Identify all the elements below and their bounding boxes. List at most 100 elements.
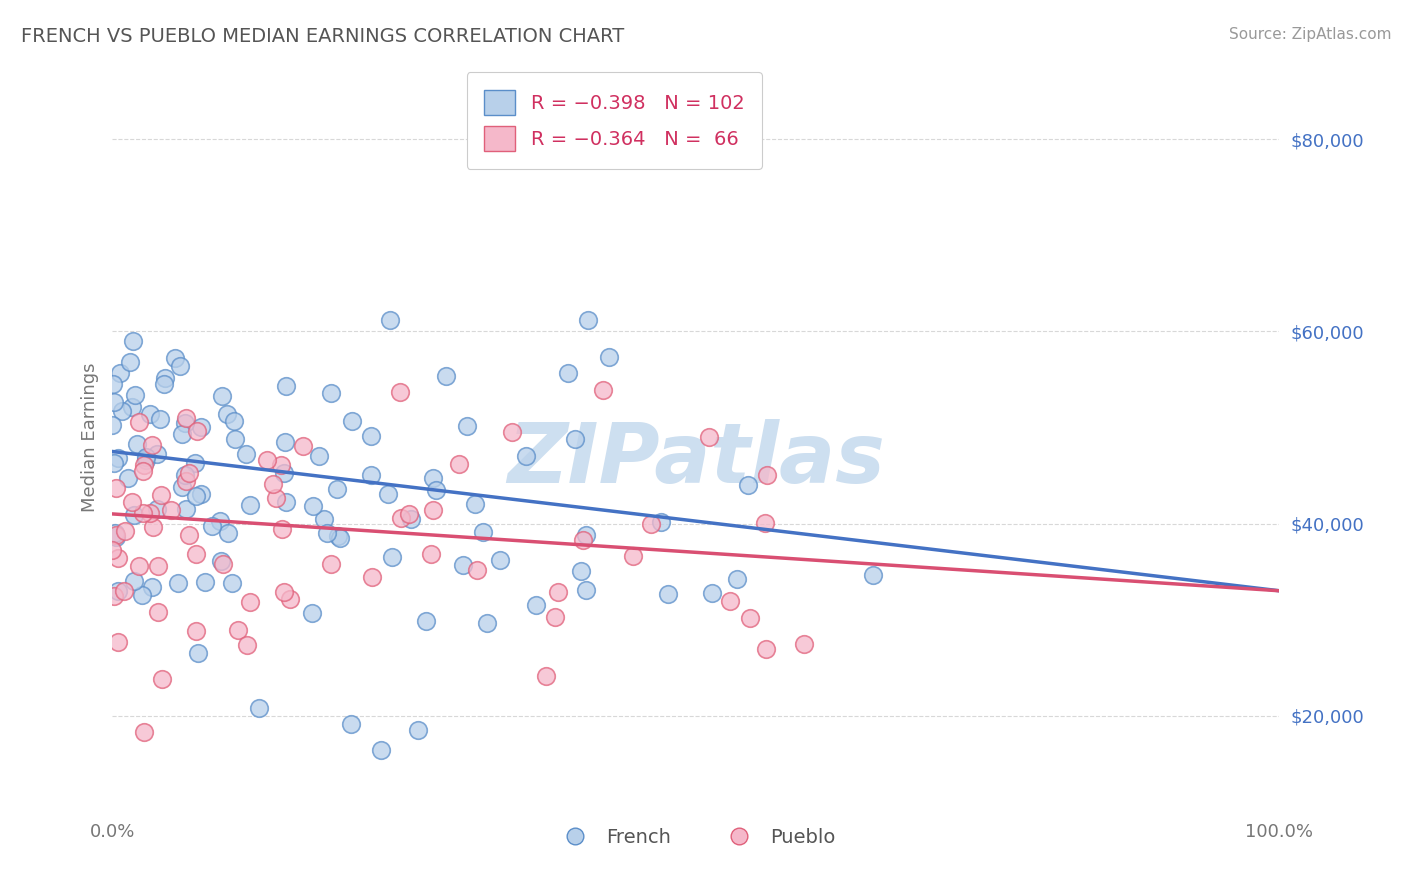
- Point: [862, 567, 884, 582]
- Point: [107, 634, 129, 648]
- Point: [141, 438, 163, 452]
- Point: [271, 522, 294, 536]
- Point: [190, 487, 212, 501]
- Point: [301, 607, 323, 621]
- Point: [247, 700, 270, 714]
- Point: [169, 359, 191, 374]
- Point: [124, 388, 146, 402]
- Point: [725, 572, 748, 586]
- Point: [239, 595, 262, 609]
- Point: [221, 575, 243, 590]
- Point: [105, 528, 128, 542]
- Point: [132, 506, 155, 520]
- Point: [456, 418, 478, 433]
- Point: [377, 486, 399, 500]
- Point: [326, 529, 349, 543]
- Point: [501, 425, 523, 440]
- Point: [212, 557, 235, 571]
- Point: [103, 395, 125, 409]
- Point: [576, 312, 599, 326]
- Point: [105, 481, 128, 495]
- Point: [111, 404, 134, 418]
- Point: [139, 407, 162, 421]
- Text: Source: ZipAtlas.com: Source: ZipAtlas.com: [1229, 27, 1392, 42]
- Point: [434, 368, 457, 383]
- Point: [101, 417, 124, 432]
- Point: [120, 355, 142, 369]
- Point: [148, 558, 170, 573]
- Point: [321, 557, 343, 571]
- Point: [422, 471, 444, 485]
- Point: [226, 623, 249, 637]
- Point: [135, 452, 157, 467]
- Point: [388, 384, 411, 399]
- Point: [273, 585, 295, 599]
- Point: [134, 725, 156, 739]
- Point: [149, 412, 172, 426]
- Legend: French, Pueblo: French, Pueblo: [548, 820, 844, 855]
- Point: [170, 427, 193, 442]
- Point: [621, 549, 644, 564]
- Text: FRENCH VS PUEBLO MEDIAN EARNINGS CORRELATION CHART: FRENCH VS PUEBLO MEDIAN EARNINGS CORRELA…: [21, 27, 624, 45]
- Point: [464, 497, 486, 511]
- Point: [292, 439, 315, 453]
- Text: ZIPatlas: ZIPatlas: [508, 419, 884, 500]
- Point: [107, 584, 129, 599]
- Point: [222, 414, 245, 428]
- Point: [425, 483, 447, 497]
- Point: [117, 471, 139, 485]
- Point: [107, 551, 129, 566]
- Point: [264, 491, 287, 505]
- Point: [273, 467, 295, 481]
- Point: [101, 542, 124, 557]
- Point: [740, 611, 762, 625]
- Point: [177, 467, 200, 481]
- Point: [101, 376, 124, 391]
- Point: [173, 468, 195, 483]
- Point: [575, 582, 598, 597]
- Point: [718, 594, 741, 608]
- Point: [406, 723, 429, 737]
- Point: [515, 449, 537, 463]
- Point: [793, 637, 815, 651]
- Point: [122, 334, 145, 348]
- Point: [398, 507, 420, 521]
- Point: [141, 581, 163, 595]
- Point: [215, 408, 238, 422]
- Point: [314, 512, 336, 526]
- Point: [361, 570, 384, 584]
- Point: [415, 614, 437, 628]
- Point: [422, 502, 444, 516]
- Point: [122, 574, 145, 588]
- Point: [173, 416, 195, 430]
- Point: [104, 526, 127, 541]
- Point: [316, 525, 339, 540]
- Point: [575, 528, 598, 542]
- Point: [650, 515, 672, 529]
- Point: [471, 524, 494, 539]
- Point: [239, 498, 262, 512]
- Point: [224, 432, 246, 446]
- Point: [159, 502, 181, 516]
- Point: [640, 516, 662, 531]
- Point: [699, 429, 721, 443]
- Point: [564, 432, 586, 446]
- Point: [572, 533, 595, 547]
- Point: [737, 478, 759, 492]
- Point: [262, 477, 284, 491]
- Point: [112, 583, 135, 598]
- Point: [451, 558, 474, 573]
- Point: [217, 526, 239, 541]
- Point: [302, 499, 325, 513]
- Point: [150, 673, 173, 687]
- Point: [165, 351, 187, 365]
- Point: [557, 366, 579, 380]
- Point: [134, 458, 156, 472]
- Point: [152, 377, 174, 392]
- Point: [340, 717, 363, 731]
- Point: [381, 549, 404, 564]
- Point: [592, 384, 614, 398]
- Point: [114, 524, 136, 538]
- Point: [108, 367, 131, 381]
- Point: [569, 564, 592, 578]
